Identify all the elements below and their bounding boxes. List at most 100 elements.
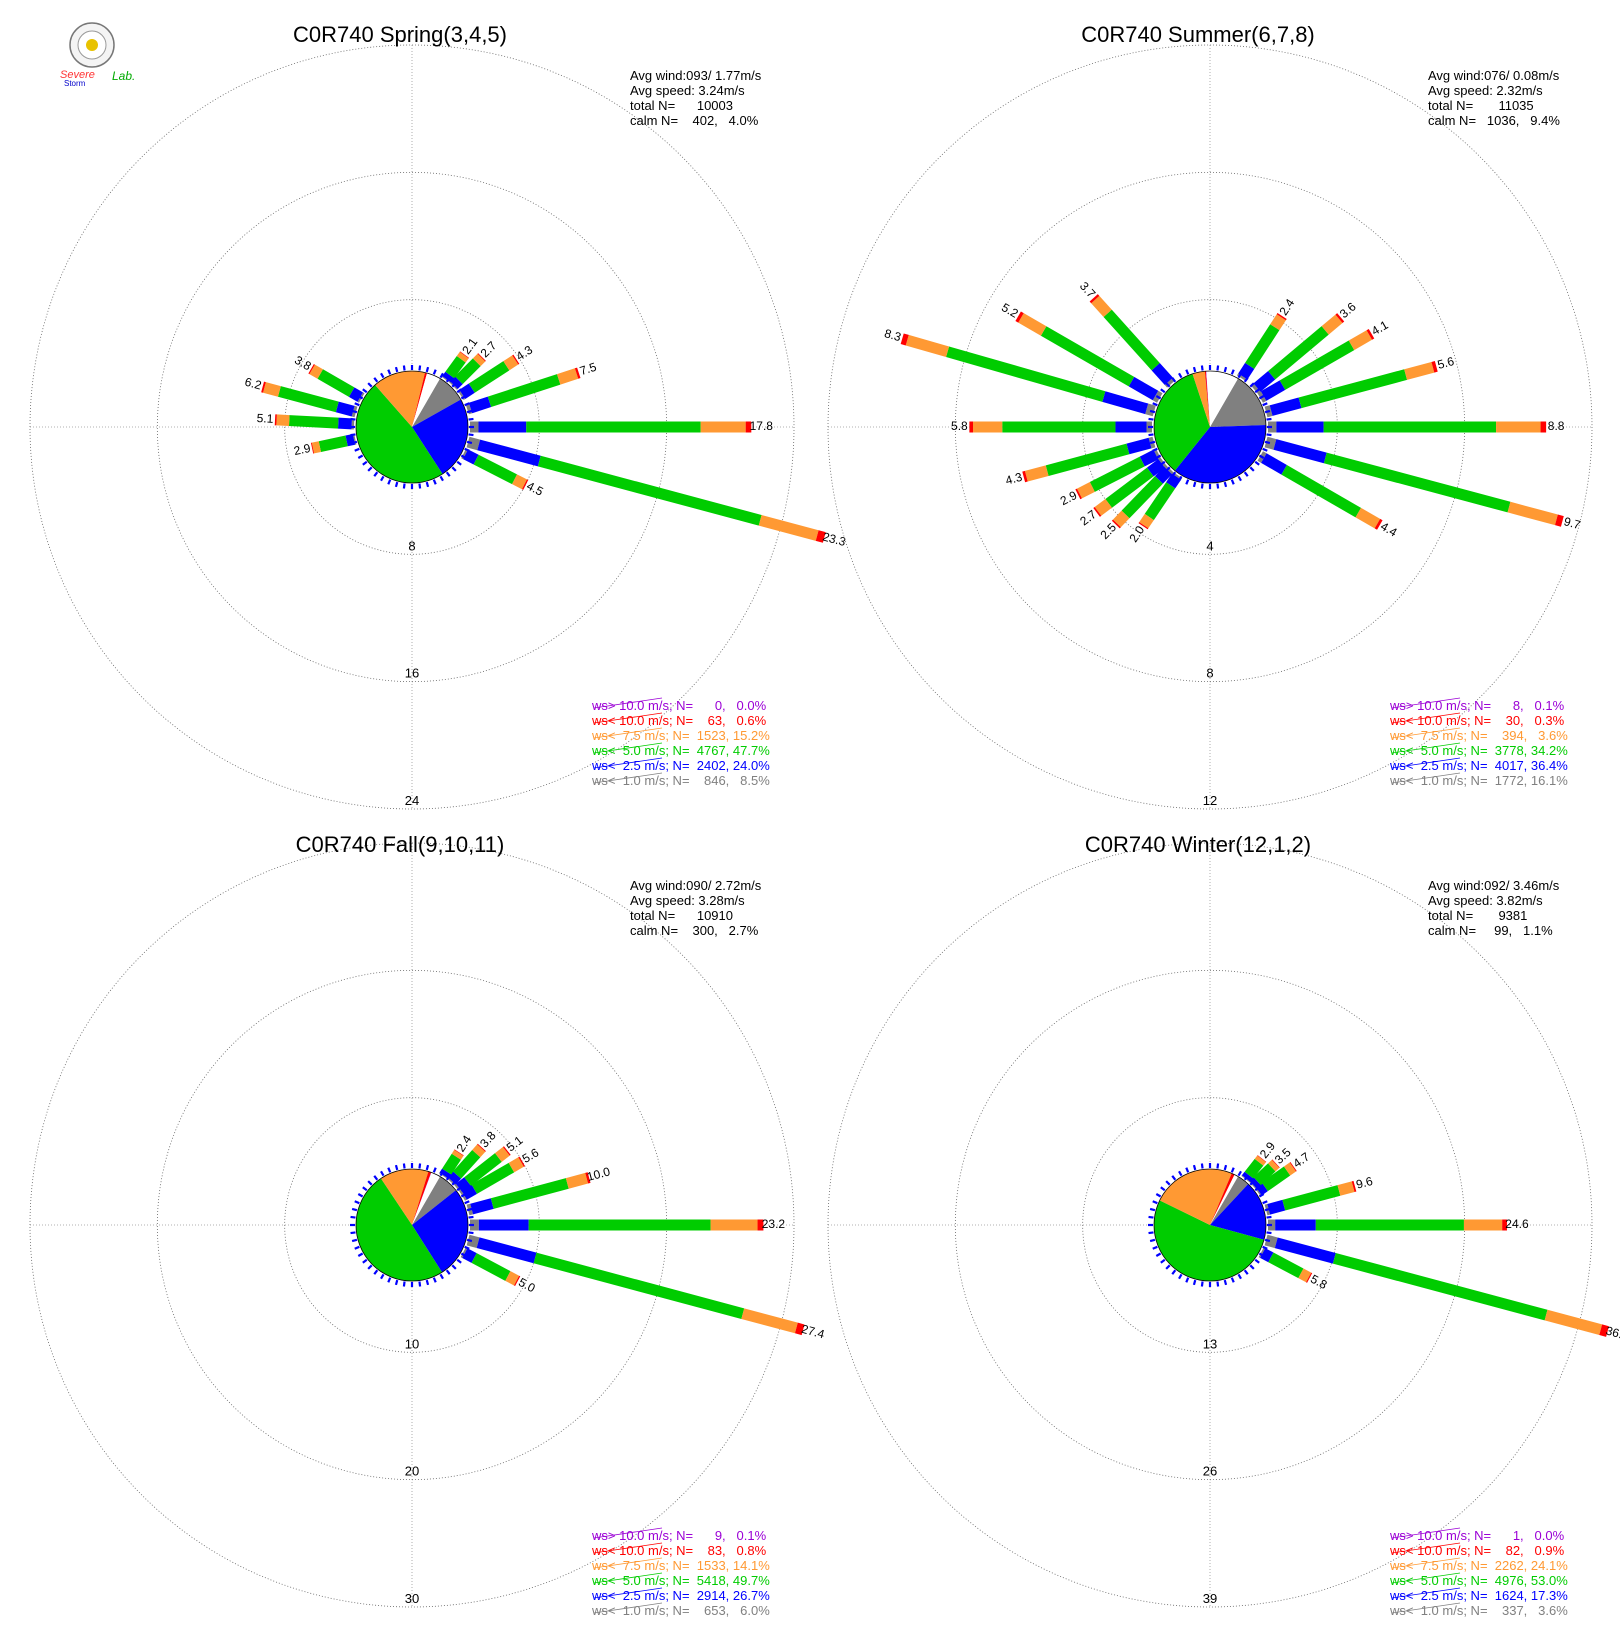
minor-direction-tick xyxy=(1155,1193,1162,1198)
bar-segment xyxy=(348,387,364,402)
minor-direction-tick xyxy=(1223,481,1228,488)
pie-slice xyxy=(1174,424,1266,484)
bar-segment xyxy=(454,1149,464,1156)
pie-slice xyxy=(1192,371,1210,427)
minor-direction-tick xyxy=(1243,1175,1249,1181)
stats-line: calm N= 1036, 9.4% xyxy=(1428,113,1560,128)
minor-direction-tick xyxy=(464,402,470,407)
pie-slice xyxy=(412,1172,432,1225)
minor-direction-tick xyxy=(1266,433,1272,437)
minor-direction-tick xyxy=(1266,417,1272,421)
bar-segment xyxy=(1139,449,1159,467)
bar-segment xyxy=(1348,330,1373,351)
minor-direction-tick xyxy=(1216,483,1220,489)
bar-segment xyxy=(1332,1253,1548,1321)
legend-entry: ws< 10.0 m/s; N= 30, 0.3% xyxy=(1389,713,1565,728)
minor-direction-tick xyxy=(1165,382,1171,388)
ring-label: 20 xyxy=(405,1464,419,1479)
minor-direction-tick xyxy=(425,366,430,373)
minor-direction-tick xyxy=(1148,1231,1154,1235)
minor-direction-tick xyxy=(367,382,373,388)
minor-direction-tick xyxy=(367,1180,373,1186)
bar-segment xyxy=(1337,1181,1355,1196)
minor-direction-tick xyxy=(1149,1207,1156,1212)
stats-line: Avg speed: 3.24m/s xyxy=(630,83,745,98)
minor-direction-tick xyxy=(367,466,373,472)
minor-direction-tick xyxy=(394,1164,399,1171)
minor-direction-tick xyxy=(1266,1231,1272,1235)
bar-segment xyxy=(1105,467,1154,508)
bar-segment xyxy=(487,374,561,408)
bar-segment xyxy=(1076,482,1095,499)
minor-direction-tick xyxy=(1200,483,1204,489)
bar-label: 23.3 xyxy=(821,529,847,549)
bar-segment xyxy=(1264,436,1277,450)
minor-direction-tick xyxy=(1178,1273,1183,1280)
minor-direction-tick xyxy=(1192,1164,1197,1171)
bar-segment xyxy=(309,364,323,379)
bar-segment xyxy=(1355,507,1381,529)
bar-segment xyxy=(1599,1324,1609,1337)
bar-segment xyxy=(574,367,581,379)
windrose-panel-2: 4 8 12 C0R740 Summer(6,7,8) Avg wind:076/ 0.… xyxy=(827,22,1593,810)
bar-segment xyxy=(526,421,701,433)
bar-segment xyxy=(1151,363,1173,385)
legend-entry: ws> 10.0 m/s; N= 9, 0.1% xyxy=(591,1528,767,1543)
bar-segment xyxy=(494,1146,510,1162)
ring-label: 13 xyxy=(1203,1336,1217,1351)
bar-segment xyxy=(1267,1199,1286,1215)
minor-direction-tick xyxy=(1171,471,1177,477)
bar-segment xyxy=(468,361,510,393)
ring-label: 12 xyxy=(1203,793,1217,808)
minor-direction-tick xyxy=(466,1238,473,1243)
minor-direction-tick xyxy=(350,1231,356,1235)
minor-direction-tick xyxy=(387,1277,392,1283)
pie-slice xyxy=(1210,1176,1249,1225)
bar-segment xyxy=(472,353,486,367)
bar-segment xyxy=(512,474,527,490)
stats-line: total N= 11035 xyxy=(1428,98,1534,113)
bar-segment xyxy=(1138,522,1149,530)
minor-direction-tick xyxy=(1230,479,1235,485)
bar-segment xyxy=(1253,371,1276,392)
minor-direction-tick xyxy=(1178,372,1183,379)
chart-title: C0R740 Winter(12,1,2) xyxy=(1085,832,1311,857)
legend-strike xyxy=(1391,1527,1461,1539)
legend-entry: ws< 5.0 m/s; N= 5418, 49.7% xyxy=(591,1573,770,1588)
minor-direction-tick xyxy=(1264,440,1271,445)
minor-direction-tick xyxy=(1258,395,1265,400)
legend-strike xyxy=(593,1572,663,1584)
minor-direction-tick xyxy=(1223,1279,1228,1286)
minor-direction-tick xyxy=(445,1175,451,1181)
minor-direction-tick xyxy=(1185,1167,1190,1173)
minor-direction-tick xyxy=(1149,440,1156,445)
bar-segment xyxy=(477,1143,486,1152)
range-ring xyxy=(827,44,1593,810)
bar-segment xyxy=(1261,453,1287,475)
minor-direction-tick xyxy=(1149,1238,1156,1243)
ring-label: 10 xyxy=(405,1336,419,1351)
pie-slice xyxy=(1210,1174,1238,1225)
bar-segment xyxy=(1024,465,1049,482)
minor-direction-tick xyxy=(1165,1264,1171,1270)
legend-strike xyxy=(593,772,663,784)
minor-direction-tick xyxy=(1200,1163,1204,1169)
bar-label: 17.8 xyxy=(750,419,774,433)
bar-segment xyxy=(288,415,339,429)
bar-segment xyxy=(473,454,518,485)
legend-entry: ws< 1.0 m/s; N= 337, 3.6% xyxy=(1389,1603,1568,1618)
bar-segment xyxy=(946,346,1106,402)
bar-segment xyxy=(1244,1158,1264,1179)
minor-direction-tick xyxy=(1262,1200,1268,1205)
logo-star xyxy=(86,39,98,51)
bar-label: 5.1 xyxy=(256,411,274,426)
bar-segment xyxy=(1366,328,1375,340)
bar-segment xyxy=(1146,459,1165,477)
bar-segment xyxy=(463,449,479,465)
ring-label: 4 xyxy=(1206,538,1213,553)
minor-direction-tick xyxy=(432,1167,437,1173)
minor-direction-tick xyxy=(432,1277,437,1283)
bar-segment xyxy=(1126,437,1152,455)
minor-direction-tick xyxy=(418,365,422,371)
minor-direction-tick xyxy=(351,1238,358,1243)
